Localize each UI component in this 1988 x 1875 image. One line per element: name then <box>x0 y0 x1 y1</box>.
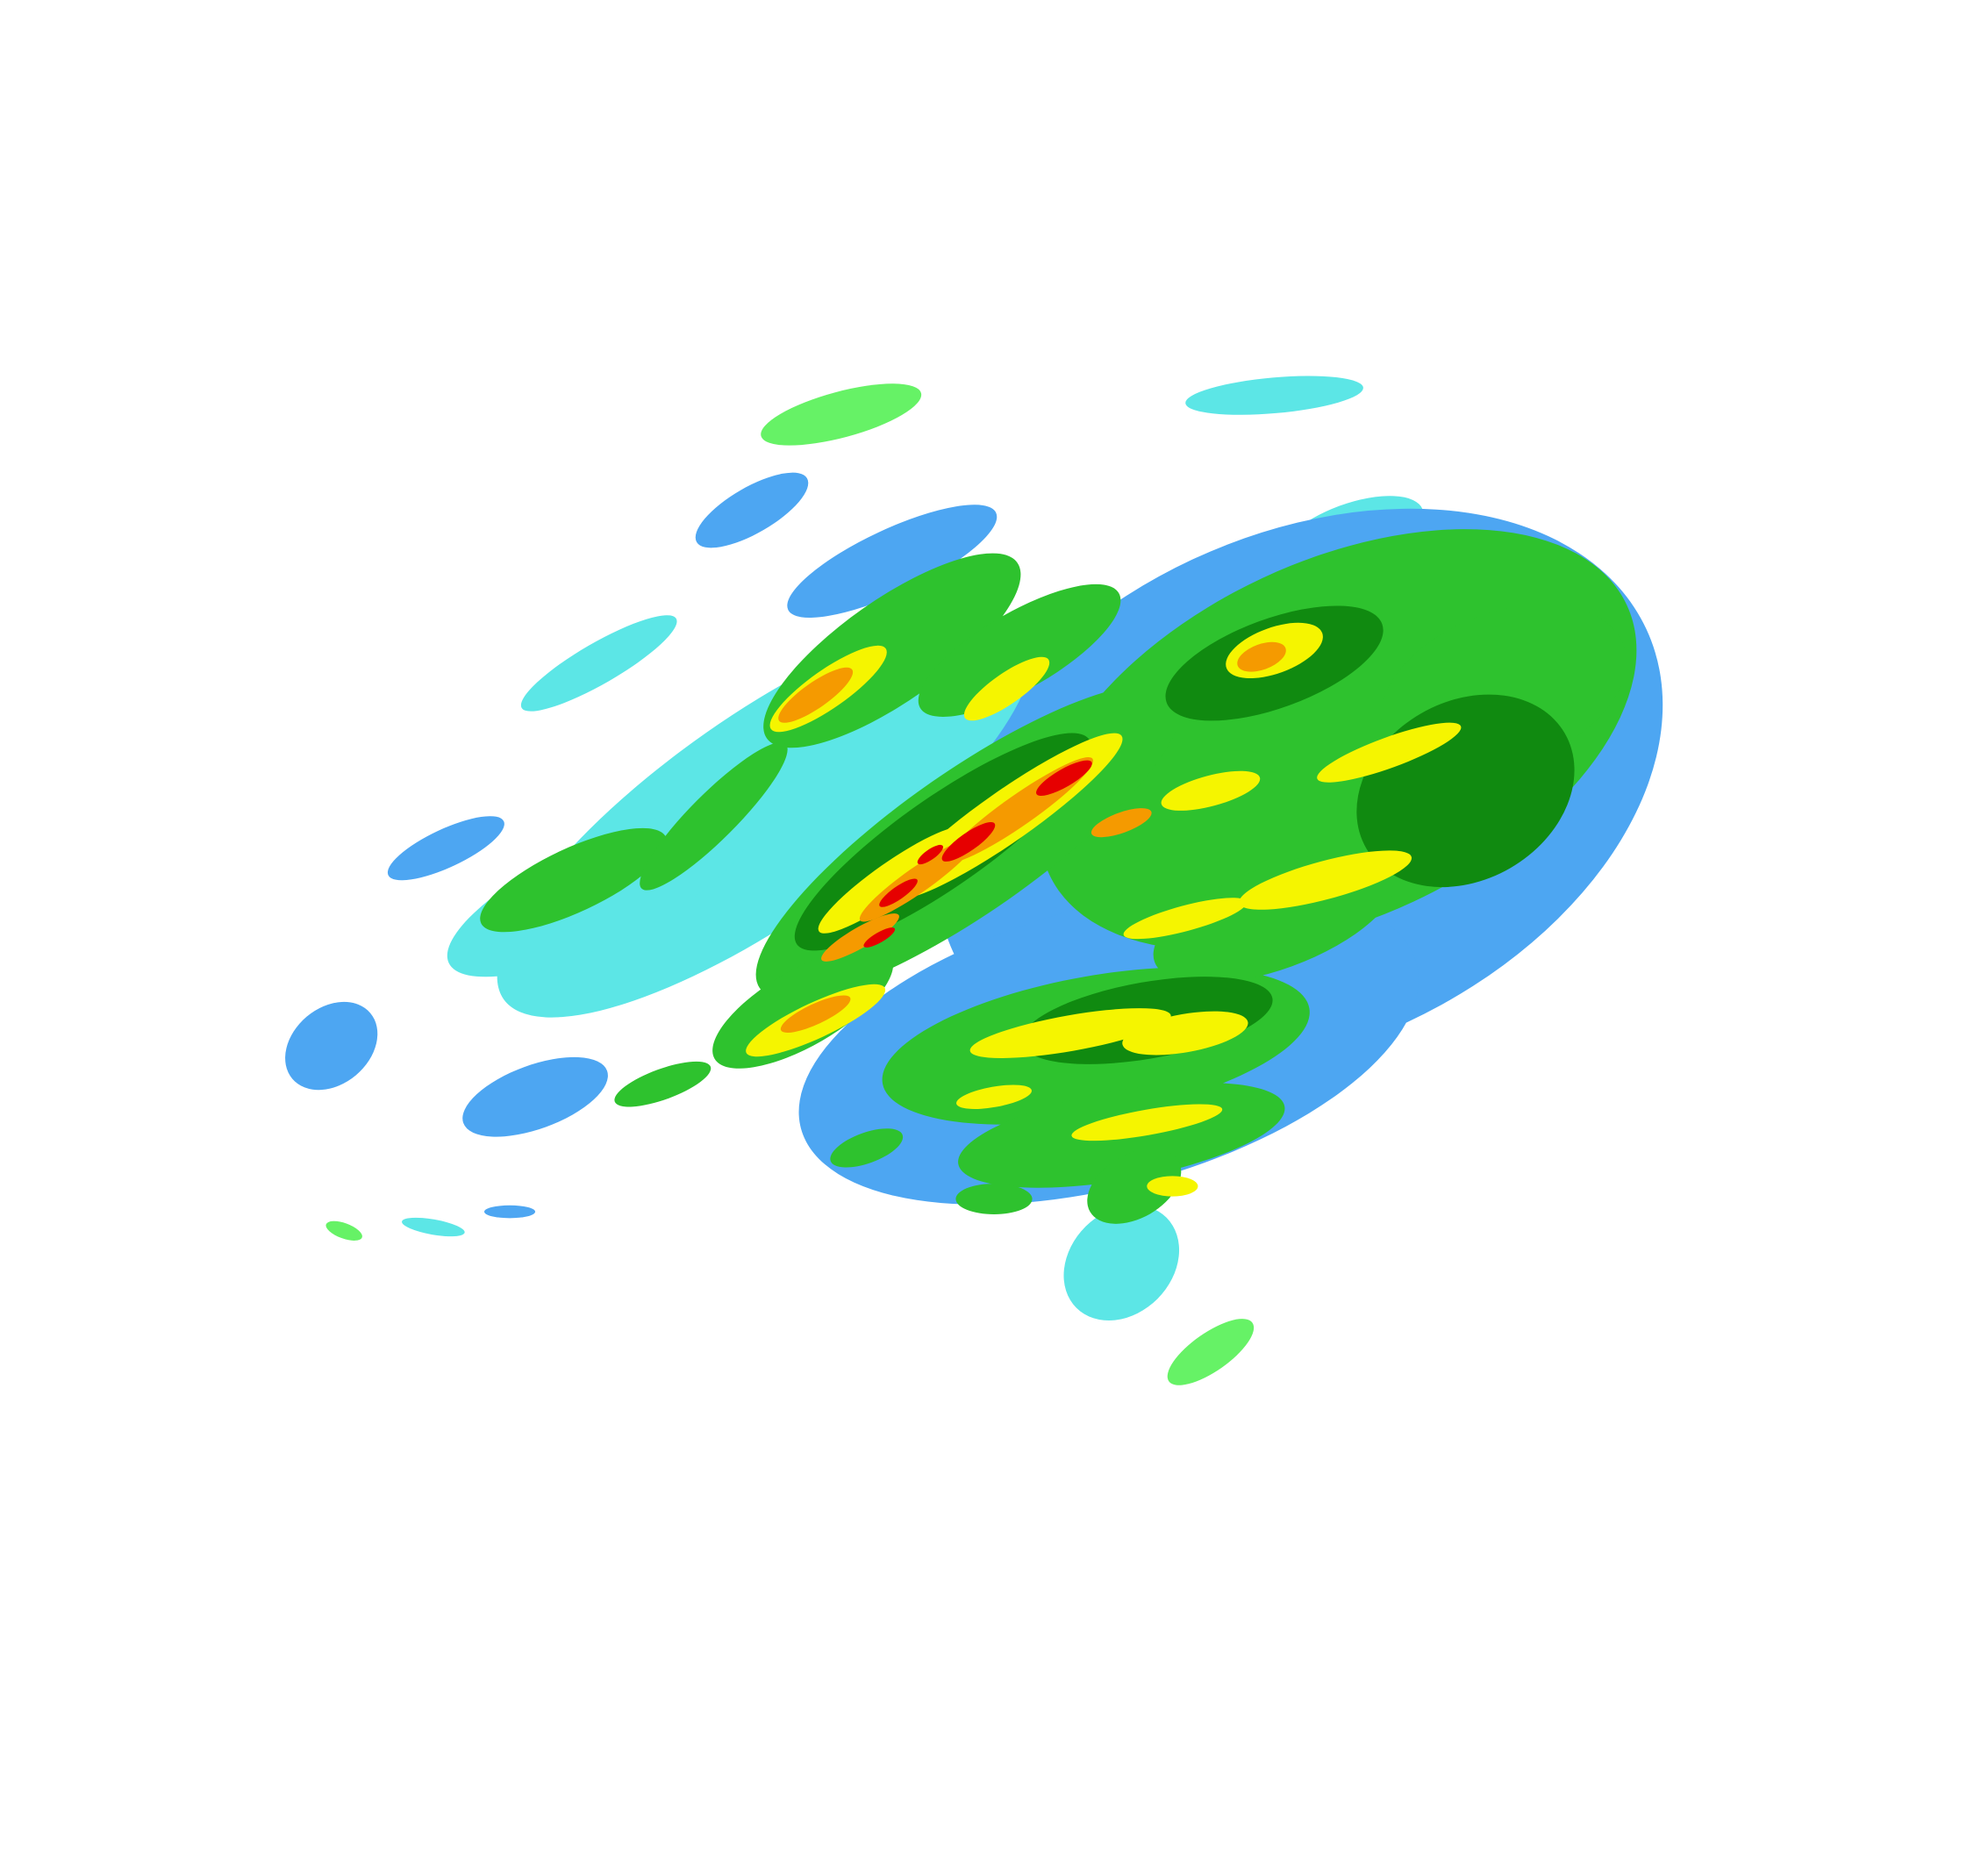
precip-cell-intense <box>1036 760 1092 796</box>
precip-cell-very-light <box>285 1001 378 1091</box>
precip-cell-intense <box>941 822 996 862</box>
precipitation-layers <box>285 376 1663 1385</box>
precip-cell-heavy <box>1161 770 1261 811</box>
precip-cell-very-light <box>462 1056 608 1137</box>
precip-cell-very-light <box>695 472 809 548</box>
precip-cell-heavy <box>1122 1011 1248 1056</box>
precip-cell-intense <box>917 844 944 865</box>
precip-cell-very-heavy <box>780 995 851 1033</box>
precip-cell-very-light <box>787 505 998 619</box>
precip-cell-moderate <box>614 1061 712 1107</box>
precip-cell-heavy <box>1239 850 1412 910</box>
precip-cell-moderate <box>955 1184 1033 1214</box>
precip-cell-very-light <box>483 1205 536 1219</box>
precip-cell-moderate <box>480 827 668 933</box>
precip-cell-very-heavy <box>778 667 854 723</box>
precip-cell-light-moderate <box>1167 1319 1255 1385</box>
precip-cell-moderate <box>1087 1149 1182 1224</box>
precip-cell-light-moderate <box>761 383 922 446</box>
precip-cell-heavy <box>1147 1176 1198 1197</box>
precip-cell-very-heavy <box>1237 641 1286 672</box>
precip-cell-heavy <box>956 1084 1032 1109</box>
precip-cell-very-heavy <box>1091 808 1152 838</box>
precip-cell-heavy <box>1071 1104 1223 1141</box>
precip-cell-heavy <box>1317 722 1462 783</box>
precip-cell-light-moderate <box>325 1220 362 1241</box>
precip-cell-light <box>1063 1205 1180 1321</box>
precip-cell-intense <box>863 927 896 948</box>
precip-cell-moderate <box>918 583 1121 717</box>
precip-cell-intense <box>879 878 918 907</box>
precip-cell-moderate <box>640 742 788 891</box>
precip-cell-light <box>402 1217 465 1237</box>
precip-cell-heavy <box>963 656 1050 721</box>
precip-cell-very-light <box>387 816 504 881</box>
precip-cell-very-heavy <box>821 913 899 962</box>
precip-cell-heavy <box>969 1008 1171 1058</box>
precip-cell-light <box>520 615 677 712</box>
precip-cell-moderate <box>830 1128 904 1168</box>
precip-cell-heavy <box>1123 898 1248 940</box>
precip-cell-light <box>1185 376 1363 415</box>
